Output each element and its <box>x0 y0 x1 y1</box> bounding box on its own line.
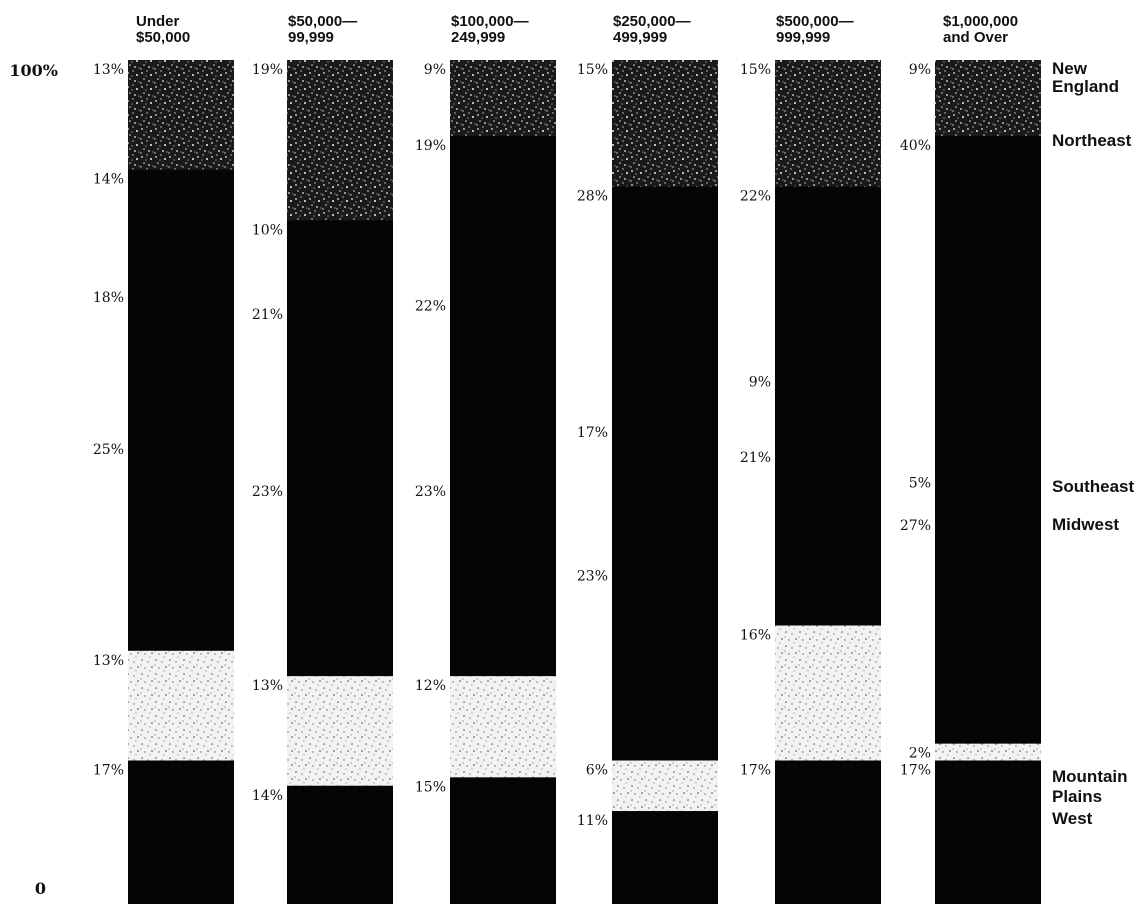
y-axis-bottom-label: 0 <box>35 879 46 898</box>
data-label: 21% <box>740 450 771 466</box>
bar-segment-southeast <box>935 473 1041 516</box>
legend-label: Mountain <box>1052 767 1128 786</box>
bar-segment-southeast <box>450 296 556 482</box>
data-label: 17% <box>577 425 608 441</box>
bar-segment-midwest <box>935 515 1041 744</box>
data-label: 5% <box>909 476 931 492</box>
bar-segment-new-england <box>935 60 1041 136</box>
data-label: 15% <box>577 62 608 78</box>
data-label: 28% <box>577 189 608 205</box>
data-label: 40% <box>900 138 931 154</box>
bar-segment-southeast <box>775 372 881 449</box>
legend-label: Plains <box>1052 787 1102 806</box>
bar-segment-northeast <box>775 186 881 373</box>
bar-segment-mountain <box>612 760 718 812</box>
data-label: 17% <box>740 763 771 779</box>
bar-segment-mountain <box>450 676 556 778</box>
bar-segment-northeast <box>612 186 718 423</box>
bar-segment-plains <box>287 785 393 904</box>
bar-segment-northeast <box>128 169 234 288</box>
data-label: 15% <box>415 779 446 795</box>
data-label: 12% <box>415 678 446 694</box>
data-label: 9% <box>909 62 931 78</box>
bar-segment-plains <box>128 760 234 904</box>
category-label: $50,000 <box>136 29 190 46</box>
data-label: 16% <box>740 627 771 643</box>
bar-segment-midwest <box>775 448 881 626</box>
data-label: 23% <box>415 484 446 500</box>
bar-segment-new-england <box>287 60 393 221</box>
data-label: 23% <box>577 568 608 584</box>
legend-label: Northeast <box>1052 131 1132 150</box>
category-label: and Over <box>943 29 1008 46</box>
category-label: $250,000— <box>613 13 691 30</box>
data-label: 9% <box>749 374 771 390</box>
bar-segment-mountain <box>287 676 393 786</box>
bar-segment-plains <box>612 811 718 904</box>
bar-segment-mountain <box>128 650 234 761</box>
data-label: 19% <box>252 62 283 78</box>
category-label: 499,999 <box>613 29 667 46</box>
data-label: 25% <box>93 442 124 458</box>
legend-label: England <box>1052 77 1119 96</box>
data-label: 17% <box>93 763 124 779</box>
bar-segment-new-england <box>775 60 881 187</box>
data-label: 14% <box>93 172 124 188</box>
bar-segment-northeast <box>935 135 1041 474</box>
data-label: 23% <box>252 484 283 500</box>
category-label: $100,000— <box>451 13 529 30</box>
bar-segment-plains <box>935 760 1041 904</box>
data-label: 9% <box>424 62 446 78</box>
bar-segment-midwest <box>128 439 234 651</box>
data-label: 13% <box>93 62 124 78</box>
category-label: 249,999 <box>451 29 505 46</box>
data-label: 11% <box>577 813 608 829</box>
bar-segment-southeast <box>128 287 234 440</box>
data-label: 17% <box>900 763 931 779</box>
data-label: 13% <box>93 653 124 669</box>
legend-label: Midwest <box>1052 515 1119 534</box>
bar-segment-midwest <box>612 566 718 761</box>
category-label: Under <box>136 13 180 30</box>
bar-segment-southeast <box>612 422 718 567</box>
legend-label: New <box>1052 59 1088 78</box>
bar-segment-plains <box>450 777 556 904</box>
data-label: 15% <box>740 62 771 78</box>
data-label: 13% <box>252 678 283 694</box>
data-label: 22% <box>415 298 446 314</box>
bar-segment-northeast <box>287 220 393 305</box>
data-label: 10% <box>252 222 283 238</box>
data-label: 27% <box>900 518 931 534</box>
bar-segment-new-england <box>450 60 556 136</box>
bar-segment-mountain <box>775 625 881 761</box>
bar-segment-northeast <box>450 135 556 297</box>
data-label: 6% <box>586 763 608 779</box>
category-label: $1,000,000 <box>943 13 1018 30</box>
bar-segment-midwest <box>450 482 556 677</box>
bar-segment-southeast <box>287 304 393 482</box>
category-label: $50,000— <box>288 13 357 30</box>
y-axis-top-label: 100% <box>9 61 58 80</box>
category-label: 999,999 <box>776 29 830 46</box>
bar-segment-new-england <box>128 60 234 170</box>
data-label: 2% <box>909 746 931 762</box>
data-label: 21% <box>252 307 283 323</box>
bar-segment-mountain <box>935 743 1041 761</box>
legend-label: Southeast <box>1052 477 1135 496</box>
data-label: 22% <box>740 189 771 205</box>
data-label: 14% <box>252 788 283 804</box>
category-label: $500,000— <box>776 13 854 30</box>
category-label: 99,999 <box>288 29 334 46</box>
data-label: 19% <box>415 138 446 154</box>
bar-segment-midwest <box>287 482 393 677</box>
bar-segment-new-england <box>612 60 718 187</box>
data-label: 18% <box>93 290 124 306</box>
legend-label: West <box>1052 809 1093 828</box>
bar-segment-plains <box>775 760 881 904</box>
